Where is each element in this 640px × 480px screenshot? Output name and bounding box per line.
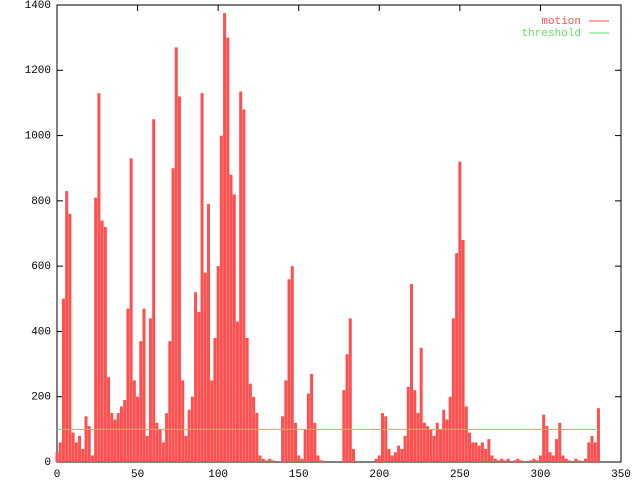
x-tick-label: 0: [54, 469, 61, 480]
y-tick-label: 0: [44, 457, 51, 469]
y-tick-label: 1200: [25, 65, 51, 77]
y-tick-label: 200: [31, 392, 51, 404]
x-tick-label: 50: [131, 469, 144, 480]
x-tick-label: 200: [369, 469, 389, 480]
legend-label: threshold: [522, 28, 581, 40]
legend-label: motion: [541, 16, 581, 28]
y-tick-label: 1400: [25, 0, 51, 12]
x-tick-label: 250: [450, 469, 470, 480]
x-tick-label: 150: [289, 469, 309, 480]
plot-frame: [56, 4, 622, 463]
y-tick-label: 600: [31, 261, 51, 273]
y-tick-label: 800: [31, 196, 51, 208]
x-tick-label: 350: [611, 469, 631, 480]
y-tick-label: 1000: [25, 130, 51, 142]
x-tick-label: 100: [208, 469, 228, 480]
y-tick-label: 400: [31, 326, 51, 338]
x-tick-label: 300: [531, 469, 551, 480]
